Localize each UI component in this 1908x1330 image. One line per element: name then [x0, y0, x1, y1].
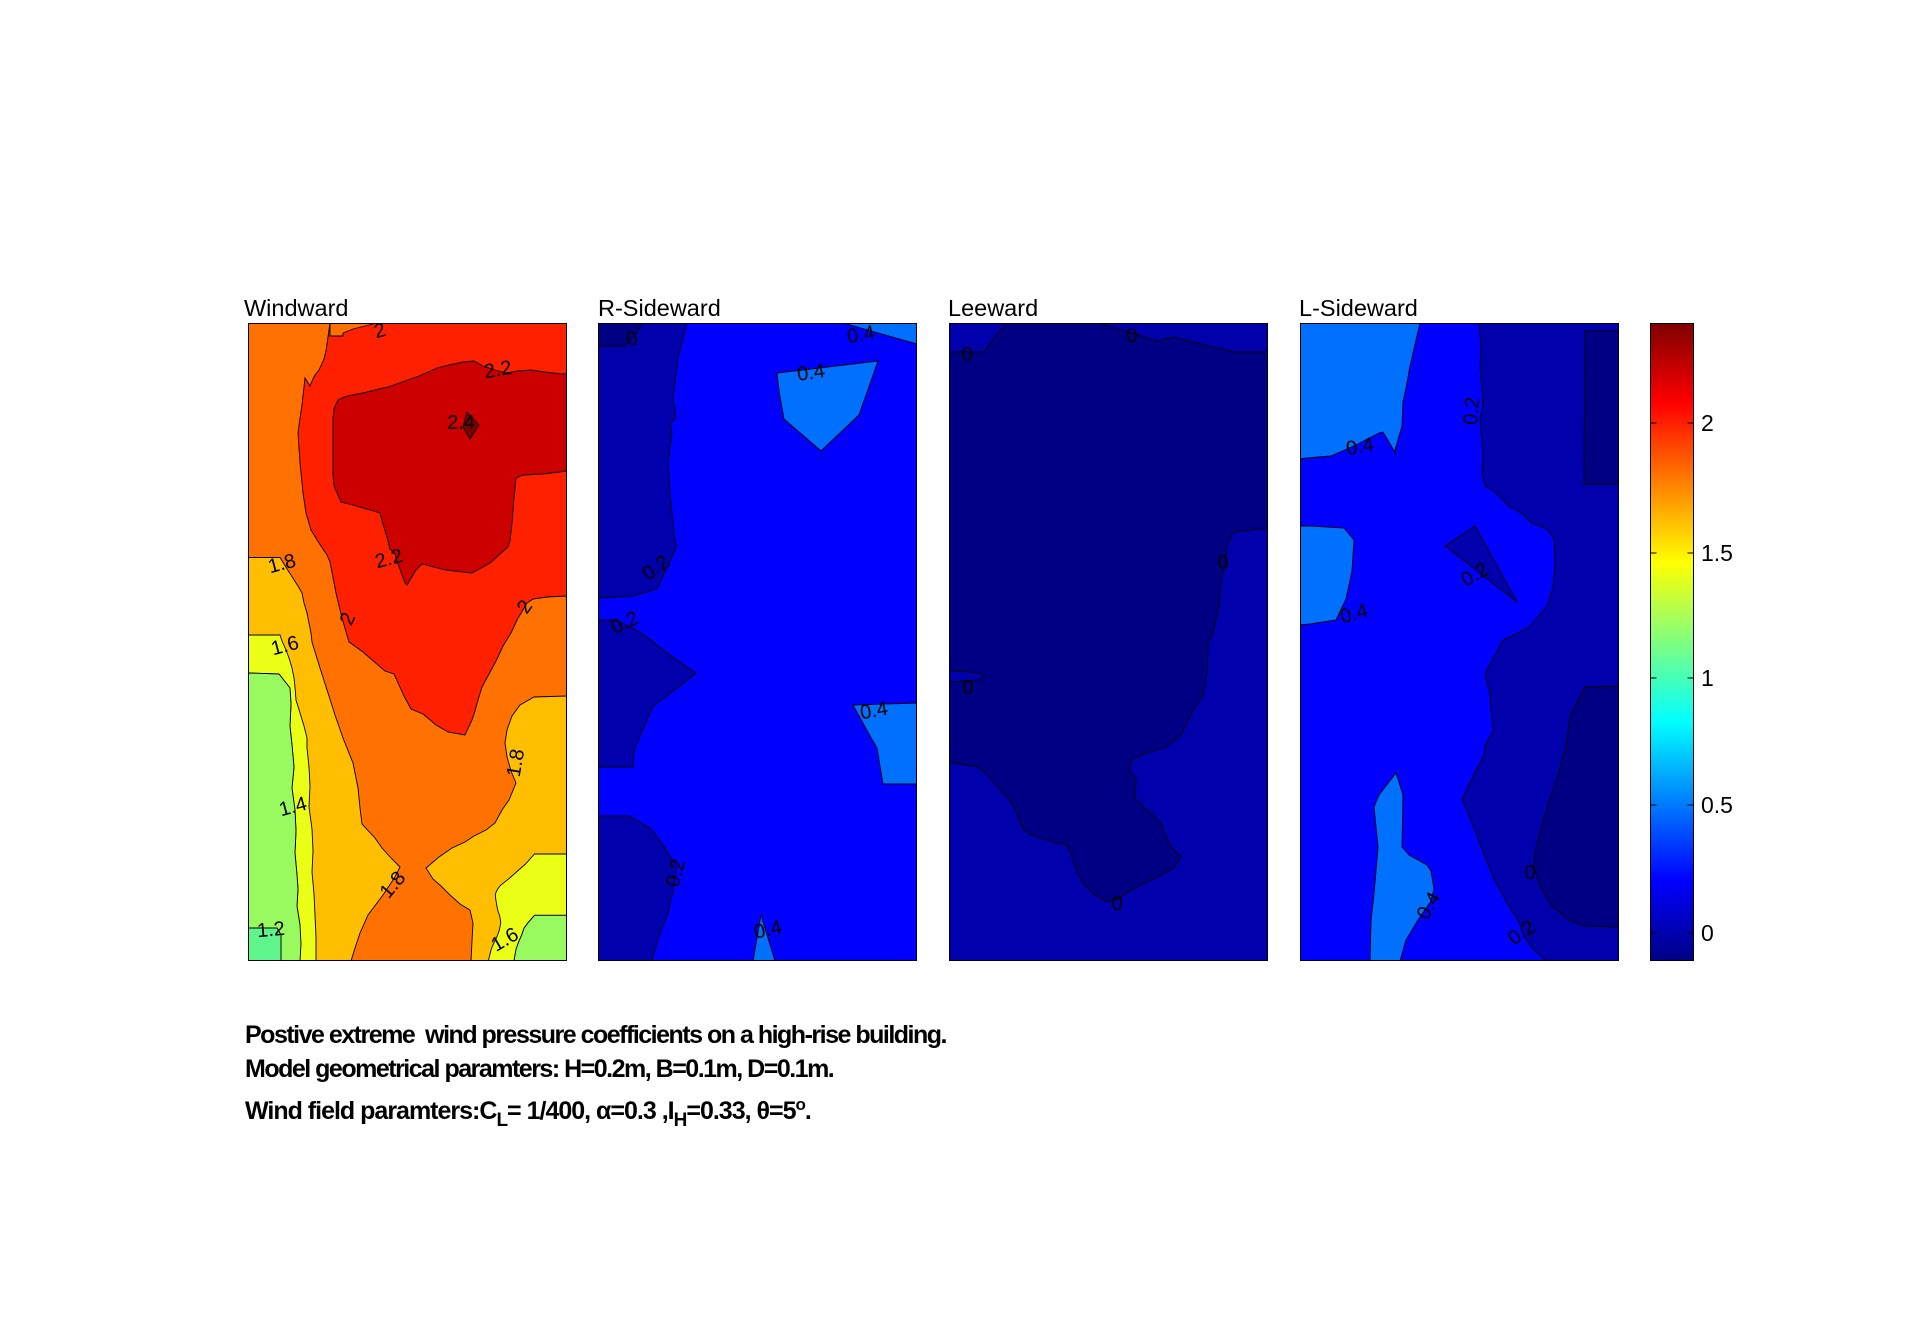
svg-text:2.2: 2.2 — [482, 357, 513, 383]
svg-text:0: 0 — [1524, 862, 1535, 884]
svg-text:0.4: 0.4 — [858, 698, 889, 724]
svg-text:0.2: 0.2 — [1460, 396, 1484, 426]
svg-text:0.4: 0.4 — [796, 360, 827, 386]
svg-text:0: 0 — [1111, 893, 1122, 915]
svg-text:0.4: 0.4 — [1344, 434, 1375, 460]
svg-text:0.4: 0.4 — [845, 323, 876, 348]
svg-text:0: 0 — [624, 327, 640, 351]
svg-text:0: 0 — [962, 677, 973, 699]
svg-text:2.4: 2.4 — [447, 412, 475, 434]
svg-text:2: 2 — [372, 323, 388, 343]
svg-text:0: 0 — [961, 344, 972, 366]
svg-text:1.2: 1.2 — [256, 918, 286, 942]
svg-text:0: 0 — [1217, 552, 1228, 574]
svg-text:1.8: 1.8 — [503, 747, 529, 778]
svg-text:0: 0 — [1126, 325, 1139, 348]
